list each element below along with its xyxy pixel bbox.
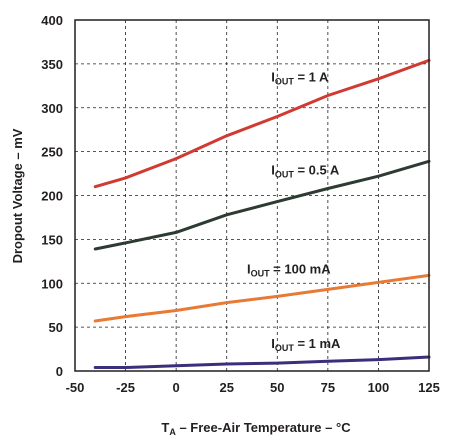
x-tick-label: -25 <box>116 380 135 395</box>
y-tick-label: 400 <box>41 13 63 28</box>
series-label: IOUT = 1 mA <box>271 336 341 353</box>
y-tick-label: 50 <box>49 320 63 335</box>
series-line <box>93 355 431 369</box>
y-tick-labels: 0 50 100 150 200 250 300 350 400 <box>41 13 63 379</box>
x-tick-label: 125 <box>418 380 440 395</box>
series-line <box>93 58 431 189</box>
x-tick-label: 0 <box>173 380 180 395</box>
series-label: IOUT = 1 A <box>271 69 329 86</box>
y-tick-label: 300 <box>41 101 63 116</box>
y-tick-label: 100 <box>41 276 63 291</box>
x-axis-title: TA – Free-Air Temperature – °C <box>161 420 351 437</box>
x-tick-labels: -50 -25 0 25 50 75 100 125 <box>66 380 440 395</box>
y-tick-label: 250 <box>41 145 63 160</box>
y-tick-label: 350 <box>41 57 63 72</box>
grid <box>74 19 430 372</box>
series-label: IOUT = 100 mA <box>247 262 331 279</box>
y-tick-label: 150 <box>41 232 63 247</box>
series-labels: IOUT = 1 A IOUT = 0.5 A IOUT = 100 mA IOUT … <box>247 69 341 353</box>
y-axis-title: Dropout Voltage – mV <box>10 128 25 263</box>
x-tick-label: 75 <box>321 380 335 395</box>
x-tick-label: 50 <box>270 380 284 395</box>
series-line <box>93 159 431 251</box>
y-tick-label: 0 <box>56 364 63 379</box>
plot-frame <box>74 19 430 372</box>
x-tick-label: -50 <box>66 380 85 395</box>
series-line <box>93 273 431 323</box>
x-tick-label: 100 <box>368 380 390 395</box>
series-label: IOUT = 0.5 A <box>271 162 340 179</box>
y-tick-label: 200 <box>41 189 63 204</box>
series-lines <box>93 58 431 369</box>
x-tick-label: 25 <box>219 380 233 395</box>
